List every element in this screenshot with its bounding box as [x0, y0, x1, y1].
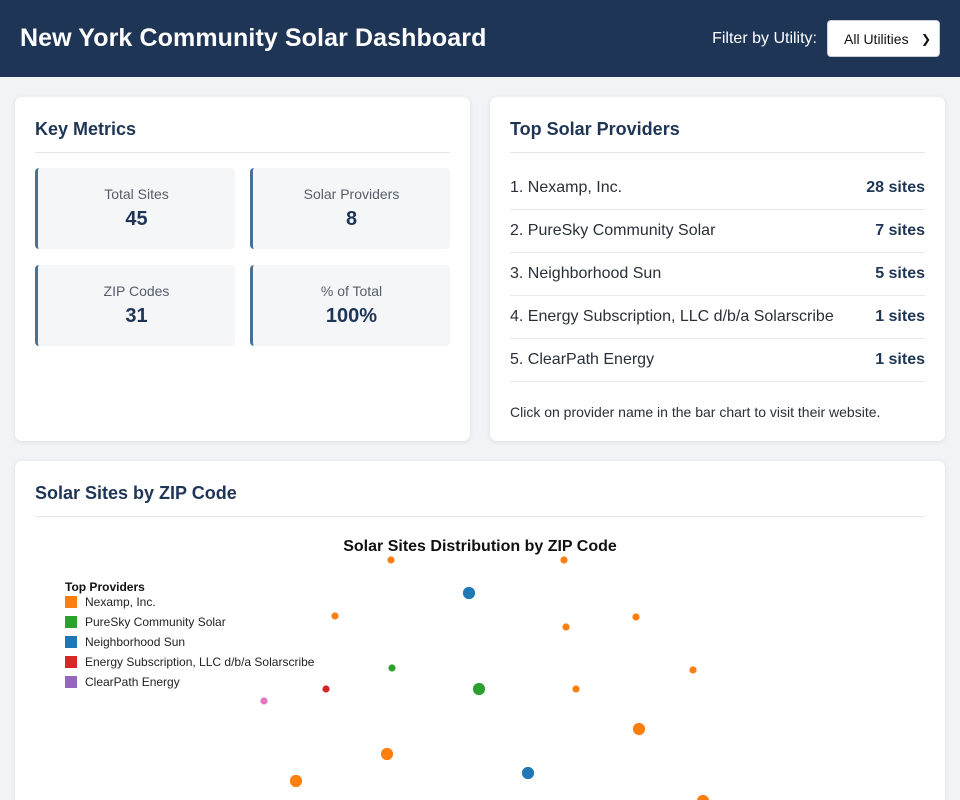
zip-bubble[interactable] — [386, 555, 396, 565]
legend-label: PureSky Community Solar — [85, 615, 226, 629]
metric-value: 45 — [125, 208, 148, 230]
legend-label: Nexamp, Inc. — [85, 595, 156, 609]
legend-swatch — [65, 656, 77, 668]
list-item: 4. Energy Subscription, LLC d/b/a Solars… — [510, 296, 925, 339]
list-item: 5. ClearPath Energy 1 sites — [510, 339, 925, 382]
chart-title: Solar Sites Distribution by ZIP Code — [343, 538, 617, 555]
legend-label: ClearPath Energy — [85, 675, 180, 689]
page-title: New York Community Solar Dashboard — [20, 24, 487, 52]
metric-label: Total Sites — [104, 186, 169, 202]
legend-swatch — [65, 676, 77, 688]
zip-bubble[interactable] — [387, 663, 397, 673]
list-item: 2. PureSky Community Solar 7 sites — [510, 210, 925, 253]
zip-bubble[interactable] — [688, 665, 698, 675]
provider-name: 4. Energy Subscription, LLC d/b/a Solars… — [510, 308, 834, 325]
top-providers-card: Top Solar Providers 1. Nexamp, Inc. 28 s… — [490, 97, 945, 441]
zip-bubble[interactable] — [561, 622, 571, 632]
metric-value: 8 — [345, 208, 358, 230]
zip-bubble[interactable] — [462, 586, 476, 600]
zip-bubble[interactable] — [631, 612, 641, 622]
legend-swatch — [65, 636, 77, 648]
list-item: 3. Neighborhood Sun 5 sites — [510, 253, 925, 296]
app-header: New York Community Solar Dashboard Filte… — [0, 0, 960, 77]
zip-bubble[interactable] — [321, 684, 331, 694]
metric-solar-providers: Solar Providers 8 — [250, 168, 450, 249]
list-item: 1. Nexamp, Inc. 28 sites — [510, 167, 925, 210]
legend-swatch — [65, 616, 77, 628]
zip-bubble-chart: Solar Sites Distribution by ZIP Code Top … — [65, 538, 710, 800]
top-providers-title: Top Solar Providers — [510, 119, 925, 153]
utility-select-value: All Utilities — [844, 30, 909, 47]
metric-value: 31 — [125, 305, 148, 327]
legend-label: Energy Subscription, LLC d/b/a Solarscri… — [85, 655, 315, 669]
provider-count: 1 sites — [875, 308, 925, 325]
legend-label: Neighborhood Sun — [85, 635, 185, 649]
legend-swatch — [65, 596, 77, 608]
metric-zip-codes: ZIP Codes 31 — [35, 265, 235, 346]
zip-sites-card: Solar Sites by ZIP Code Solar Sites Dist… — [15, 461, 945, 800]
zip-bubble[interactable] — [289, 774, 303, 788]
metric-label: % of Total — [320, 283, 383, 299]
provider-count: 7 sites — [875, 222, 925, 239]
utility-filter: Filter by Utility: All Utilities ❯ — [712, 20, 940, 57]
provider-name: 5. ClearPath Energy — [510, 351, 655, 368]
provider-count: 28 sites — [866, 179, 925, 196]
metric-percent-total: % of Total 100% — [250, 265, 450, 346]
metric-label: ZIP Codes — [103, 283, 170, 299]
provider-name: 1. Nexamp, Inc. — [510, 179, 623, 196]
provider-count: 1 sites — [875, 351, 925, 368]
zip-bubble[interactable] — [330, 611, 340, 621]
metric-label: Solar Providers — [303, 186, 400, 202]
provider-name: 2. PureSky Community Solar — [510, 222, 716, 239]
zip-bubble[interactable] — [559, 555, 569, 565]
filter-label: Filter by Utility: — [712, 29, 817, 47]
key-metrics-title: Key Metrics — [35, 119, 450, 153]
zip-bubble[interactable] — [521, 766, 535, 780]
provider-list: 1. Nexamp, Inc. 28 sites 2. PureSky Comm… — [510, 167, 925, 382]
key-metrics-card: Key Metrics Total Sites 45 Solar Provide… — [15, 97, 470, 441]
legend-title: Top Providers — [65, 580, 145, 594]
metric-value: 100% — [325, 305, 378, 327]
zip-sites-title: Solar Sites by ZIP Code — [35, 483, 925, 517]
provider-note: Click on provider name in the bar chart … — [510, 404, 881, 420]
zip-bubble[interactable] — [472, 682, 486, 696]
zip-bubble[interactable] — [380, 747, 394, 761]
zip-bubble[interactable] — [632, 722, 646, 736]
provider-count: 5 sites — [875, 265, 925, 282]
utility-select[interactable]: All Utilities ❯ — [827, 20, 940, 57]
metric-total-sites: Total Sites 45 — [35, 168, 235, 249]
provider-name: 3. Neighborhood Sun — [510, 265, 662, 282]
chevron-down-icon: ❯ — [920, 31, 931, 46]
zip-bubble[interactable] — [571, 684, 581, 694]
zip-bubble[interactable] — [696, 794, 710, 800]
zip-bubble[interactable] — [259, 696, 269, 706]
